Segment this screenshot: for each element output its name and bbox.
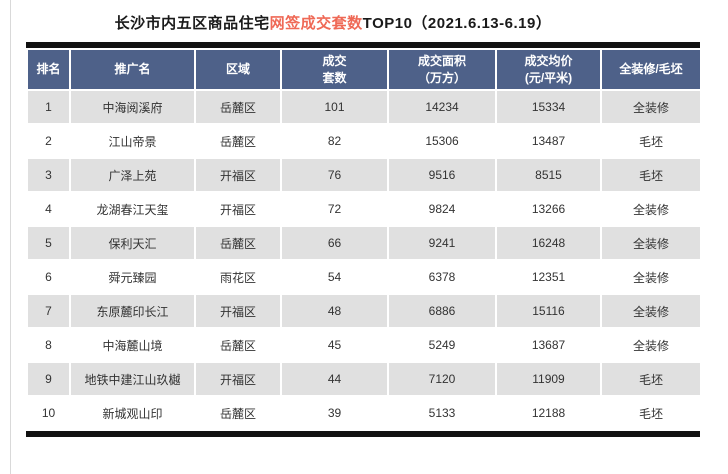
table-cell: 8515 bbox=[495, 157, 602, 193]
table-cell: 7120 bbox=[387, 361, 497, 397]
table-cell: 东原麓印长江 bbox=[69, 293, 196, 329]
header-area-sold: 成交面积 （万方） bbox=[387, 48, 497, 91]
table-cell: 龙湖春江天玺 bbox=[69, 191, 196, 227]
table-cell: 全装修 bbox=[600, 259, 702, 295]
table-cell: 15334 bbox=[495, 89, 602, 125]
header-avg-price: 成交均价 (元/平米) bbox=[495, 48, 602, 91]
table-header-row: 排名 推广名 区域 成交 套数 成交面积 （万方） 成交均价 (元/平米) 全装… bbox=[26, 48, 702, 91]
table-row: 5 保利天汇 岳麓区 66 9241 16248 全装修 bbox=[26, 225, 702, 261]
table-cell: 54 bbox=[280, 259, 389, 295]
page-title: 长沙市内五区商品住宅网签成交套数TOP10（2021.6.13-6.19） bbox=[0, 12, 670, 33]
table-cell: 4 bbox=[26, 191, 71, 227]
table-cell: 13266 bbox=[495, 191, 602, 227]
table-cell: 中海麓山境 bbox=[69, 327, 196, 363]
table-body: 1 中海阅溪府 岳麓区 101 14234 15334 全装修 2 江山帝景 岳麓区 82 15306… bbox=[26, 89, 702, 431]
table-cell: 15306 bbox=[387, 123, 497, 159]
table-cell: 全装修 bbox=[600, 327, 702, 363]
table-cell: 毛坯 bbox=[600, 157, 702, 193]
header-rank: 排名 bbox=[26, 48, 71, 91]
table-cell: 8 bbox=[26, 327, 71, 363]
table-cell: 48 bbox=[280, 293, 389, 329]
table-cell: 全装修 bbox=[600, 191, 702, 227]
table-cell: 1 bbox=[26, 89, 71, 125]
table-cell: 毛坯 bbox=[600, 395, 702, 431]
table-cell: 72 bbox=[280, 191, 389, 227]
table-cell: 岳麓区 bbox=[194, 123, 282, 159]
table-cell: 10 bbox=[26, 395, 71, 431]
table-cell: 6378 bbox=[387, 259, 497, 295]
table-cell: 5133 bbox=[387, 395, 497, 431]
header-decoration: 全装修/毛坯 bbox=[600, 48, 702, 91]
table-cell: 13687 bbox=[495, 327, 602, 363]
table-cell: 44 bbox=[280, 361, 389, 397]
table-cell: 岳麓区 bbox=[194, 327, 282, 363]
title-suffix: TOP10（2021.6.13-6.19） bbox=[362, 15, 552, 32]
table-cell: 江山帝景 bbox=[69, 123, 196, 159]
table-cell: 开福区 bbox=[194, 191, 282, 227]
table-cell: 82 bbox=[280, 123, 389, 159]
table-cell: 毛坯 bbox=[600, 123, 702, 159]
table-cell: 101 bbox=[280, 89, 389, 125]
table-cell: 12188 bbox=[495, 395, 602, 431]
table-row: 4 龙湖春江天玺 开福区 72 9824 13266 全装修 bbox=[26, 191, 702, 227]
table-row: 8 中海麓山境 岳麓区 45 5249 13687 全装修 bbox=[26, 327, 702, 363]
table-cell: 66 bbox=[280, 225, 389, 261]
table-row: 2 江山帝景 岳麓区 82 15306 13487 毛坯 bbox=[26, 123, 702, 159]
table-row: 10 新城观山印 岳麓区 39 5133 12188 毛坯 bbox=[26, 395, 702, 431]
table-cell: 2 bbox=[26, 123, 71, 159]
table-cell: 5 bbox=[26, 225, 71, 261]
table-cell: 开福区 bbox=[194, 293, 282, 329]
table-cell: 保利天汇 bbox=[69, 225, 196, 261]
header-units-sold: 成交 套数 bbox=[280, 48, 389, 91]
header-project-name: 推广名 bbox=[69, 48, 196, 91]
table-cell: 雨花区 bbox=[194, 259, 282, 295]
table-cell: 全装修 bbox=[600, 225, 702, 261]
table-cell: 广泽上苑 bbox=[69, 157, 196, 193]
table-cell: 9241 bbox=[387, 225, 497, 261]
header-district: 区域 bbox=[194, 48, 282, 91]
table-cell: 开福区 bbox=[194, 157, 282, 193]
sales-table-frame: 排名 推广名 区域 成交 套数 成交面积 （万方） 成交均价 (元/平米) 全装… bbox=[26, 42, 702, 437]
title-highlight: 网签成交套数 bbox=[269, 15, 363, 32]
table-row: 1 中海阅溪府 岳麓区 101 14234 15334 全装修 bbox=[26, 89, 702, 125]
table-row: 7 东原麓印长江 开福区 48 6886 15116 全装修 bbox=[26, 293, 702, 329]
table-cell: 开福区 bbox=[194, 361, 282, 397]
table-row: 6 舜元臻园 雨花区 54 6378 12351 全装修 bbox=[26, 259, 702, 295]
table-cell: 7 bbox=[26, 293, 71, 329]
table-cell: 9516 bbox=[387, 157, 497, 193]
table-row: 9 地铁中建江山玖樾 开福区 44 7120 11909 毛坯 bbox=[26, 361, 702, 397]
table-cell: 45 bbox=[280, 327, 389, 363]
table-cell: 6 bbox=[26, 259, 71, 295]
table-row: 3 广泽上苑 开福区 76 9516 8515 毛坯 bbox=[26, 157, 702, 193]
table-cell: 岳麓区 bbox=[194, 89, 282, 125]
table-cell: 地铁中建江山玖樾 bbox=[69, 361, 196, 397]
table-cell: 9824 bbox=[387, 191, 497, 227]
table-cell: 新城观山印 bbox=[69, 395, 196, 431]
table-cell: 12351 bbox=[495, 259, 602, 295]
table-cell: 9 bbox=[26, 361, 71, 397]
table-cell: 11909 bbox=[495, 361, 602, 397]
table-cell: 舜元臻园 bbox=[69, 259, 196, 295]
table-cell: 毛坯 bbox=[600, 361, 702, 397]
table-cell: 39 bbox=[280, 395, 389, 431]
table-cell: 岳麓区 bbox=[194, 225, 282, 261]
frame-border-left bbox=[10, 0, 11, 474]
sales-table: 排名 推广名 区域 成交 套数 成交面积 （万方） 成交均价 (元/平米) 全装… bbox=[26, 48, 702, 431]
table-cell: 中海阅溪府 bbox=[69, 89, 196, 125]
table-cell: 15116 bbox=[495, 293, 602, 329]
table-cell: 全装修 bbox=[600, 293, 702, 329]
table-cell: 16248 bbox=[495, 225, 602, 261]
table-cell: 13487 bbox=[495, 123, 602, 159]
table-header: 排名 推广名 区域 成交 套数 成交面积 （万方） 成交均价 (元/平米) 全装… bbox=[26, 48, 702, 91]
table-cell: 全装修 bbox=[600, 89, 702, 125]
title-prefix: 长沙市内五区商品住宅 bbox=[114, 15, 270, 32]
table-cell: 14234 bbox=[387, 89, 497, 125]
table-cell: 5249 bbox=[387, 327, 497, 363]
table-cell: 76 bbox=[280, 157, 389, 193]
table-cell: 3 bbox=[26, 157, 71, 193]
table-cell: 6886 bbox=[387, 293, 497, 329]
table-cell: 岳麓区 bbox=[194, 395, 282, 431]
